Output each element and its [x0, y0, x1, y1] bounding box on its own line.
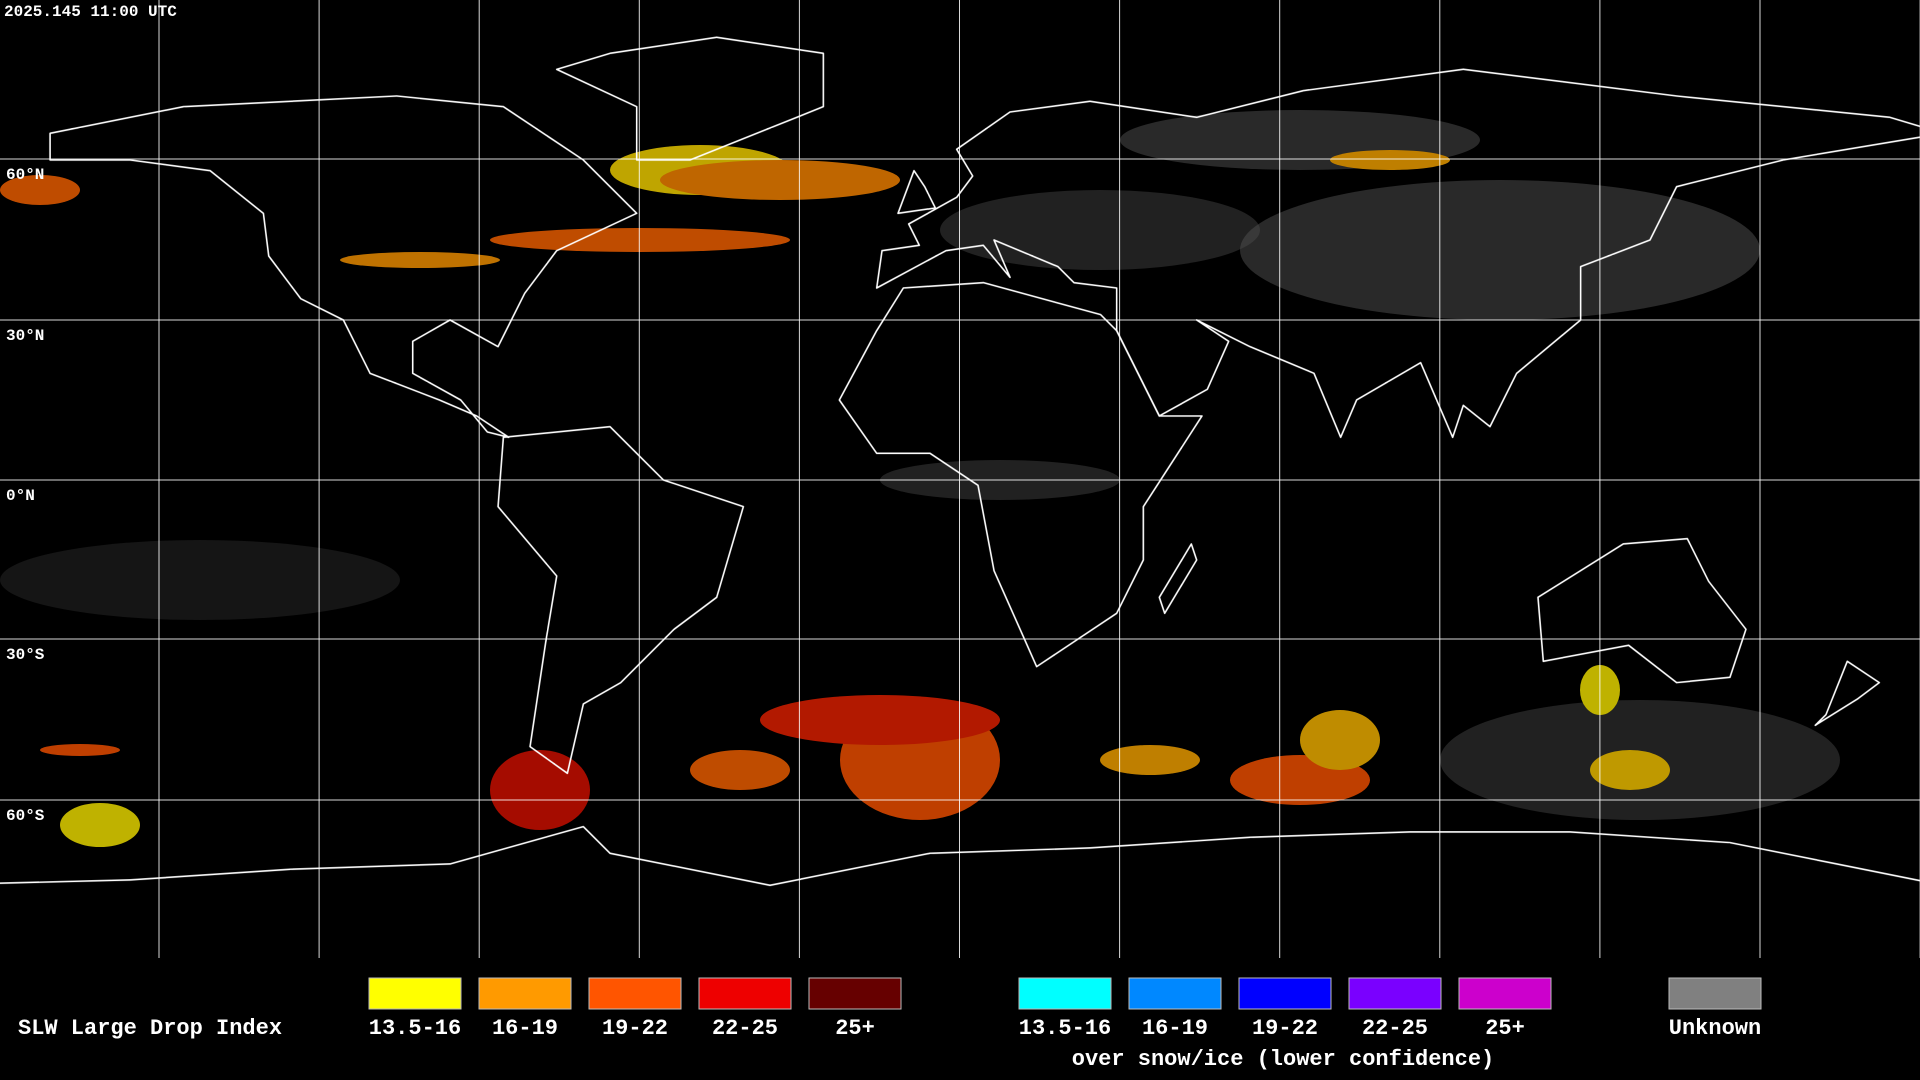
- legend-swatch: [1128, 977, 1222, 1010]
- timestamp: 2025.145 11:00 UTC: [4, 3, 177, 21]
- snow-ice-caption: over snow/ice (lower confidence): [1072, 1047, 1494, 1072]
- latitude-labels: 60°N 30°N 0°N 30°S 60°S: [6, 166, 45, 825]
- legend-swatch: [368, 977, 462, 1010]
- legend-label: 22-25: [1362, 1016, 1428, 1041]
- legend-label: 19-22: [602, 1016, 668, 1041]
- legend-label: 25+: [835, 1016, 875, 1041]
- lat-label: 60°S: [6, 807, 45, 825]
- legend-swatch: [588, 977, 682, 1010]
- legend-label: 13.5-16: [1019, 1016, 1111, 1041]
- legend-swatch: [1018, 977, 1112, 1010]
- legend-label: 16-19: [1142, 1016, 1208, 1041]
- map: [0, 0, 1920, 958]
- legend-swatch: [478, 977, 572, 1010]
- legend-swatch: [1458, 977, 1552, 1010]
- legend-swatch: [1668, 977, 1762, 1010]
- legend-swatch: [808, 977, 902, 1010]
- graticule: [0, 0, 1920, 958]
- lat-label: 30°S: [6, 646, 45, 664]
- legend-swatch: [698, 977, 792, 1010]
- lat-label: 60°N: [6, 166, 44, 184]
- lat-label: 30°N: [6, 327, 44, 345]
- lat-label: 0°N: [6, 487, 35, 505]
- legend: SLW Large Drop Index over snow/ice (lowe…: [18, 977, 1762, 1072]
- legend-label: Unknown: [1669, 1016, 1761, 1041]
- legend-label: 19-22: [1252, 1016, 1318, 1041]
- legend-swatch: [1348, 977, 1442, 1010]
- legend-label: 16-19: [492, 1016, 558, 1041]
- legend-label: 22-25: [712, 1016, 778, 1041]
- legend-label: 13.5-16: [369, 1016, 461, 1041]
- legend-label: 25+: [1485, 1016, 1525, 1041]
- legend-title: SLW Large Drop Index: [18, 1016, 282, 1041]
- coastlines: [0, 37, 1920, 885]
- legend-swatch: [1238, 977, 1332, 1010]
